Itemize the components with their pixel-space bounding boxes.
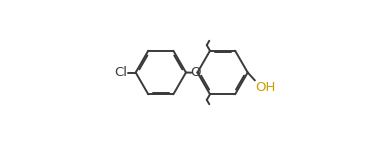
- Text: Cl: Cl: [114, 66, 127, 79]
- Text: OH: OH: [256, 81, 276, 94]
- Text: O: O: [190, 66, 201, 79]
